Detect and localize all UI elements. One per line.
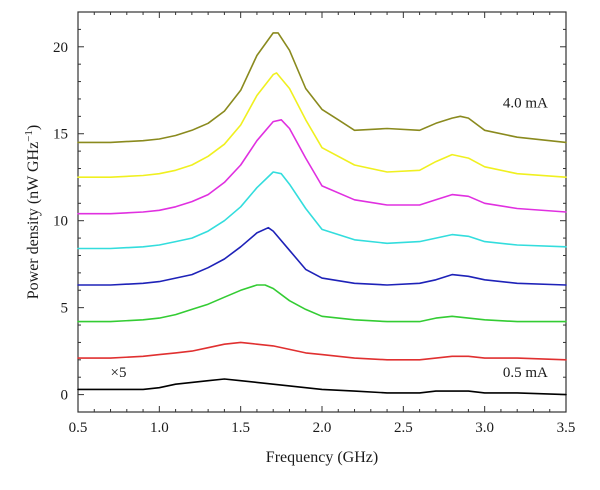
x-tick-label: 2.5 [394, 420, 413, 436]
plot-frame [77, 11, 567, 413]
x-tick-label: 3.5 [557, 420, 576, 436]
series-line-1 [77, 341, 567, 361]
series-lines [77, 32, 567, 396]
y-axis-title-sup: −1 [23, 130, 35, 142]
annotation-1: 0.5 mA [503, 365, 548, 381]
y-tick-label: 0 [61, 388, 69, 404]
series-line-0 [77, 378, 567, 396]
series-line-5 [77, 119, 567, 215]
annotation-2: ×5 [111, 365, 127, 381]
y-axis-title: Power density (nW GHz−1) [23, 125, 42, 300]
series-line-3 [77, 226, 567, 286]
x-tick-label: 0.5 [69, 420, 88, 436]
axes: 0.5 1.0 1.5 2.0 2.5 3.0 3.5 0 5 10 15 20 Frequency (… [23, 11, 576, 466]
y-tick-label: 20 [53, 40, 68, 56]
series-line-7 [77, 32, 567, 144]
series-line-4 [77, 171, 567, 250]
y-tick-label: 5 [61, 301, 69, 317]
y-tick-label: 10 [53, 214, 68, 230]
y-axis-title-main: Power density (nW GHz [25, 142, 42, 299]
annotation-0: 4.0 mA [503, 96, 548, 112]
series-line-6 [77, 72, 567, 178]
series-line-2 [77, 284, 567, 323]
x-tick-label: 1.5 [231, 420, 250, 436]
y-tick-label: 15 [53, 127, 68, 143]
x-axis-title: Frequency (GHz) [266, 449, 378, 466]
annotations: 4.0 mA 0.5 mA ×5 [111, 96, 548, 382]
x-tick-label: 2.0 [313, 420, 332, 436]
x-tick-label: 3.0 [475, 420, 494, 436]
x-tick-label: 1.0 [150, 420, 169, 436]
y-axis-title-close: ) [25, 125, 42, 130]
